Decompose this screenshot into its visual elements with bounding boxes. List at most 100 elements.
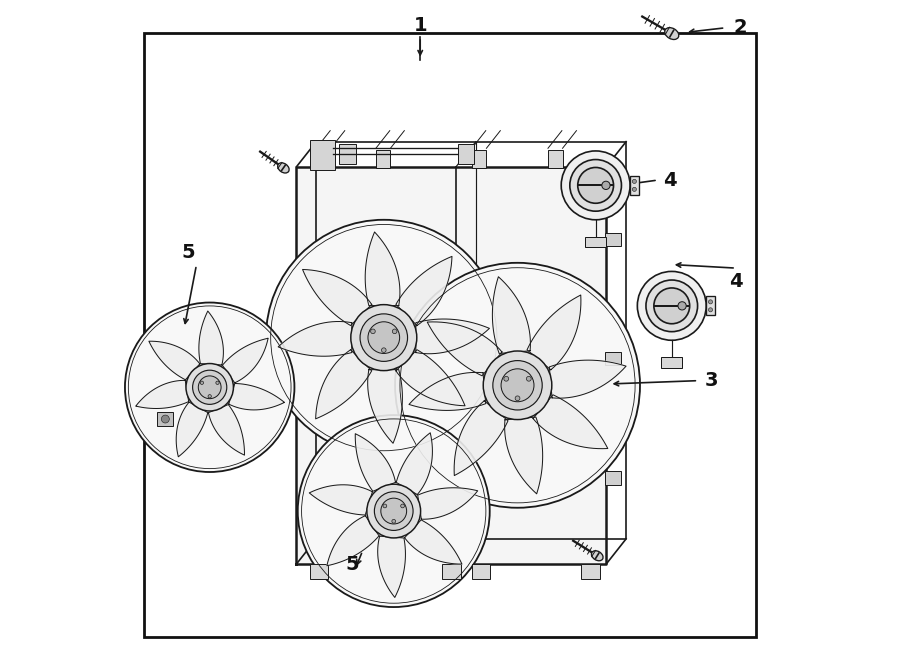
Polygon shape — [136, 381, 189, 408]
Bar — [472, 150, 486, 168]
Bar — [706, 297, 715, 315]
Text: 4: 4 — [663, 171, 677, 189]
FancyBboxPatch shape — [158, 412, 174, 426]
Polygon shape — [302, 269, 372, 326]
Polygon shape — [209, 404, 245, 455]
Bar — [548, 150, 562, 168]
Bar — [605, 352, 622, 365]
Circle shape — [504, 377, 508, 381]
Circle shape — [383, 504, 387, 508]
Circle shape — [161, 415, 169, 423]
Polygon shape — [416, 319, 490, 354]
Polygon shape — [378, 536, 405, 597]
Circle shape — [368, 322, 400, 354]
Polygon shape — [148, 341, 200, 380]
Polygon shape — [527, 295, 580, 370]
Circle shape — [208, 395, 211, 398]
Circle shape — [193, 370, 227, 404]
Polygon shape — [405, 520, 462, 564]
Circle shape — [392, 520, 396, 523]
Polygon shape — [396, 350, 465, 406]
Polygon shape — [222, 338, 268, 383]
Polygon shape — [278, 322, 352, 356]
Circle shape — [637, 271, 706, 340]
Bar — [442, 564, 461, 579]
Circle shape — [578, 167, 614, 203]
Bar — [605, 233, 622, 246]
Polygon shape — [365, 232, 400, 306]
Bar — [310, 564, 328, 579]
Text: 5: 5 — [182, 244, 195, 262]
Bar — [316, 150, 331, 168]
Text: 4: 4 — [729, 272, 742, 291]
Ellipse shape — [665, 28, 679, 40]
Polygon shape — [396, 256, 452, 326]
Bar — [472, 564, 491, 579]
Ellipse shape — [278, 163, 289, 173]
Polygon shape — [176, 402, 208, 457]
Circle shape — [374, 492, 413, 530]
Text: 2: 2 — [734, 19, 747, 37]
Circle shape — [646, 280, 698, 332]
Circle shape — [395, 263, 640, 508]
Polygon shape — [316, 350, 372, 419]
Circle shape — [371, 329, 375, 334]
Circle shape — [515, 396, 520, 401]
Polygon shape — [454, 401, 508, 475]
Bar — [376, 150, 391, 168]
Circle shape — [266, 220, 501, 455]
Polygon shape — [368, 369, 402, 444]
Bar — [605, 471, 622, 485]
Polygon shape — [428, 322, 502, 376]
Circle shape — [298, 415, 490, 607]
Text: 1: 1 — [413, 16, 427, 34]
Circle shape — [216, 381, 220, 385]
Circle shape — [493, 361, 542, 410]
Circle shape — [125, 303, 294, 472]
Circle shape — [708, 308, 713, 312]
Circle shape — [654, 288, 689, 324]
Circle shape — [633, 179, 636, 183]
Polygon shape — [418, 488, 478, 519]
Bar — [662, 357, 682, 368]
Polygon shape — [296, 167, 607, 564]
Bar — [630, 176, 639, 195]
Circle shape — [351, 305, 417, 371]
Polygon shape — [409, 373, 486, 410]
Polygon shape — [327, 516, 379, 566]
Circle shape — [198, 376, 221, 399]
Text: 5: 5 — [346, 555, 359, 573]
Circle shape — [678, 302, 686, 310]
Circle shape — [186, 363, 233, 411]
Circle shape — [400, 504, 404, 508]
Circle shape — [633, 187, 636, 191]
Polygon shape — [199, 311, 223, 365]
Polygon shape — [310, 485, 373, 515]
Ellipse shape — [591, 551, 603, 561]
Bar — [310, 140, 335, 170]
Bar — [581, 564, 599, 579]
Polygon shape — [533, 395, 608, 449]
Polygon shape — [492, 277, 530, 354]
Circle shape — [708, 300, 713, 304]
Circle shape — [570, 160, 622, 211]
Bar — [339, 144, 356, 164]
Text: 3: 3 — [705, 371, 718, 390]
Circle shape — [367, 484, 420, 538]
Polygon shape — [356, 434, 395, 491]
Circle shape — [360, 314, 408, 361]
Polygon shape — [229, 383, 284, 410]
Polygon shape — [549, 360, 626, 398]
Circle shape — [392, 329, 397, 334]
Polygon shape — [396, 433, 432, 495]
Polygon shape — [505, 417, 543, 494]
Circle shape — [381, 498, 407, 524]
Circle shape — [382, 348, 386, 352]
Circle shape — [526, 377, 531, 381]
Circle shape — [562, 151, 630, 220]
Circle shape — [200, 381, 203, 385]
Circle shape — [483, 351, 552, 420]
Circle shape — [501, 369, 534, 402]
Bar — [585, 237, 606, 248]
Circle shape — [602, 181, 610, 189]
